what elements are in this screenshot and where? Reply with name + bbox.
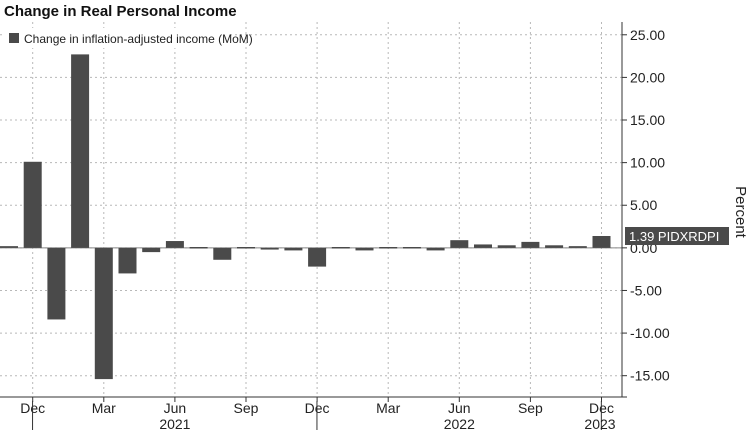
bar xyxy=(118,247,137,274)
legend-label: Change in inflation-adjusted income (MoM… xyxy=(24,32,253,46)
y-tick-label: 15.00 xyxy=(630,112,665,128)
bar xyxy=(47,247,66,320)
legend-swatch xyxy=(9,33,19,43)
y-tick-label: 20.00 xyxy=(630,69,665,85)
last-value-tag-text: 1.39 PIDXRDPI xyxy=(629,229,719,244)
last-value-tag: 1.39 PIDXRDPI xyxy=(625,227,729,246)
gridlines xyxy=(0,22,622,397)
bar xyxy=(237,247,255,249)
y-tick-label: 10.00 xyxy=(630,155,665,171)
bar xyxy=(213,247,232,260)
y-axis-title: Percent xyxy=(732,186,749,239)
year-label: 2021 xyxy=(159,416,190,432)
year-label: 2023 xyxy=(584,416,615,432)
bar xyxy=(568,246,587,248)
x-tick-label: Sep xyxy=(518,400,543,416)
x-tick-label: Sep xyxy=(234,400,259,416)
y-tick-label: -15.00 xyxy=(630,368,670,384)
y-tick-label: 25.00 xyxy=(630,27,665,43)
y-tick-label: -10.00 xyxy=(630,325,670,341)
bar xyxy=(592,236,611,248)
bar xyxy=(189,247,208,249)
bar xyxy=(284,247,303,251)
bar xyxy=(497,245,516,248)
x-tick-label: Jun xyxy=(164,400,187,416)
last-value-tag-bg xyxy=(625,227,729,246)
bar xyxy=(142,247,161,253)
bar xyxy=(94,247,113,380)
bar xyxy=(402,247,421,249)
bar xyxy=(379,247,398,249)
bar xyxy=(23,161,42,248)
axes: 25.0020.0015.0010.005.000.00-5.00-10.00-… xyxy=(0,22,670,432)
bar xyxy=(521,241,540,248)
bar xyxy=(450,240,469,248)
legend-box xyxy=(4,28,230,48)
y-tick-label: 5.00 xyxy=(630,197,657,213)
x-tick-label: Mar xyxy=(92,400,116,416)
bar xyxy=(308,247,327,267)
bar xyxy=(474,244,492,248)
bar xyxy=(260,247,279,250)
y-tick-label: -5.00 xyxy=(630,282,662,298)
bars xyxy=(0,54,611,380)
bar xyxy=(545,245,564,248)
year-label: 2022 xyxy=(444,416,475,432)
legend: Change in inflation-adjusted income (MoM… xyxy=(4,28,253,48)
bar xyxy=(71,54,90,248)
x-tick-label: Mar xyxy=(376,400,400,416)
bar xyxy=(0,246,18,248)
bar xyxy=(165,241,184,248)
x-tick-label: Jun xyxy=(448,400,471,416)
bar xyxy=(331,247,350,249)
bar xyxy=(355,247,374,251)
bar xyxy=(426,247,445,251)
chart-title: Change in Real Personal Income xyxy=(4,3,237,20)
